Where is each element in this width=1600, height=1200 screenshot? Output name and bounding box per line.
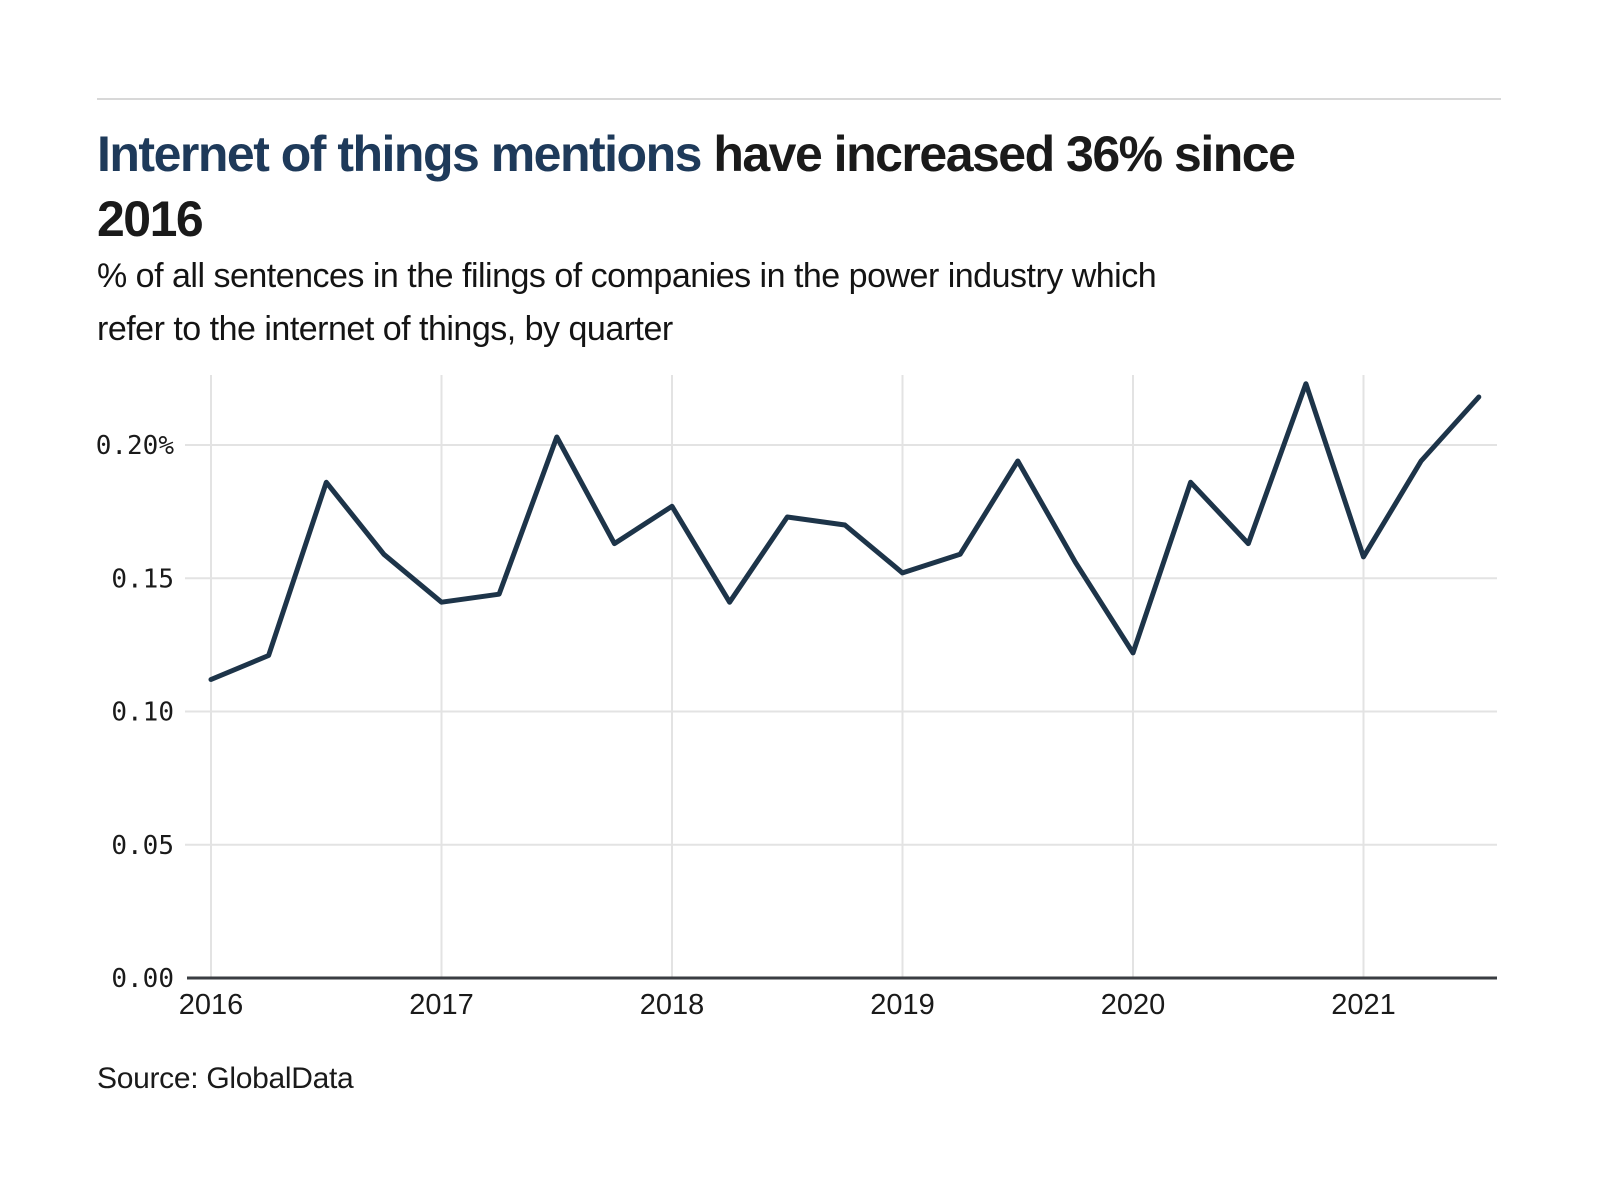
page-title-highlight: Internet of things mentions	[97, 126, 702, 182]
source-attribution: Source: GlobalData	[97, 1062, 354, 1095]
y-axis-tick-label: 0.15	[111, 564, 174, 594]
y-axis-tick-label: 0.05	[111, 831, 174, 861]
data-line-iot-mentions	[208, 381, 1482, 682]
x-axis-tick-label: 2020	[1101, 989, 1166, 1021]
y-axis-tick-label: 0.00	[111, 964, 174, 994]
x-axis-tick-label: 2016	[179, 989, 244, 1021]
x-axis-tick-label: 2018	[640, 989, 705, 1021]
page-title-rest: have increased 36% since	[700, 126, 1296, 182]
x-axis-tick-label: 2017	[409, 989, 474, 1021]
top-divider-rule	[97, 98, 1501, 100]
y-axis-tick-label: 0.10	[111, 698, 174, 728]
chart-subtitle: % of all sentences in the filings of com…	[97, 250, 1497, 356]
x-axis-tick-label: 2021	[1331, 989, 1396, 1021]
page-title: Internet of things mentions have increas…	[97, 122, 1457, 252]
page-title-line2: 2016	[97, 191, 204, 247]
chart-subtitle-line1: % of all sentences in the filings of com…	[97, 257, 1157, 295]
y-axis-tick-label: 0.20%	[96, 431, 175, 461]
chart-subtitle-line2: refer to the internet of things, by quar…	[97, 310, 673, 348]
x-axis-tick-label: 2019	[870, 989, 935, 1021]
